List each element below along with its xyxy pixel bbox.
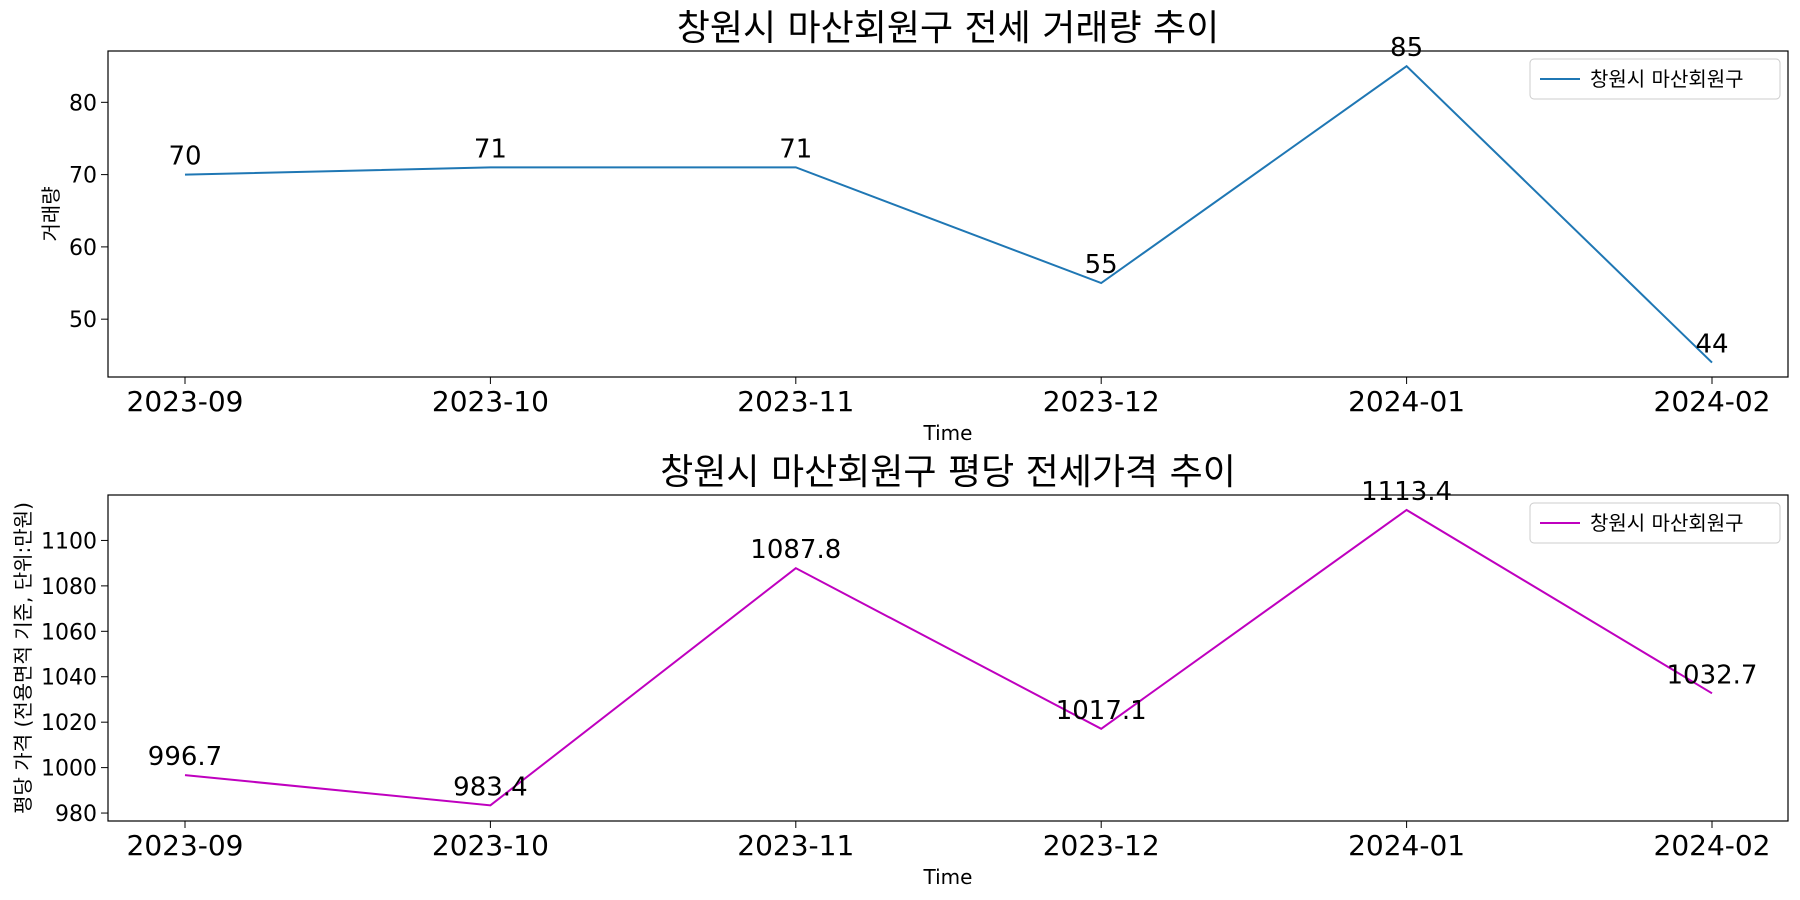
legend-label: 창원시 마산회원구 xyxy=(1590,511,1744,535)
data-label: 1017.1 xyxy=(1056,696,1147,726)
data-label: 1032.7 xyxy=(1667,660,1758,690)
data-label: 70 xyxy=(168,142,201,172)
y-tick-label: 1100 xyxy=(41,529,97,554)
y-tick-label: 1040 xyxy=(41,666,97,691)
y-tick-label: 980 xyxy=(55,802,97,827)
x-tick-label: 2023-09 xyxy=(127,385,244,418)
x-axis-label: Time xyxy=(923,865,973,889)
chart-title: 창원시 마산회원구 전세 거래량 추이 xyxy=(677,8,1220,49)
y-tick-label: 60 xyxy=(69,236,97,261)
x-tick-label: 2024-02 xyxy=(1654,385,1771,418)
x-tick-label: 2023-12 xyxy=(1043,385,1160,418)
data-label: 71 xyxy=(474,134,507,164)
x-tick-label: 2023-11 xyxy=(737,385,854,418)
y-tick-label: 80 xyxy=(69,91,97,116)
plot-frame xyxy=(107,494,1789,822)
chart-panel-2: 창원시 마산회원구 평당 전세가격 추이 2023-09 2023-10 2023-1… xyxy=(11,452,1789,889)
plot-frame xyxy=(107,50,1789,378)
y-tick-label: 70 xyxy=(69,164,97,189)
series-line xyxy=(184,508,1713,807)
y-tick-label: 50 xyxy=(69,308,97,333)
data-label: 983.4 xyxy=(453,772,527,802)
legend: 창원시 마산회원구 xyxy=(1529,58,1781,100)
y-tick-label: 1060 xyxy=(41,620,97,645)
x-tick-label: 2023-11 xyxy=(737,829,854,862)
x-tick-label: 2023-10 xyxy=(432,829,549,862)
x-tick-label: 2024-01 xyxy=(1348,829,1465,862)
legend-box xyxy=(1529,58,1781,100)
x-tick-label: 2023-09 xyxy=(127,829,244,862)
x-tick-label: 2024-01 xyxy=(1348,385,1465,418)
data-label: 1087.8 xyxy=(750,535,841,565)
x-tick-label: 2024-02 xyxy=(1654,829,1771,862)
data-label: 996.7 xyxy=(148,742,222,772)
legend-box xyxy=(1529,502,1781,544)
y-tick-label: 1020 xyxy=(41,711,97,736)
data-label: 44 xyxy=(1695,330,1728,360)
y-axis-label: 거래량 xyxy=(39,186,63,241)
legend-label: 창원시 마산회원구 xyxy=(1590,67,1744,91)
x-tick-label: 2023-12 xyxy=(1043,829,1160,862)
chart-panel-1: 창원시 마산회원구 전세 거래량 추이 2023-09 2023-10 2023-11… xyxy=(39,8,1789,445)
x-tick-label: 2023-10 xyxy=(432,385,549,418)
data-label: 55 xyxy=(1085,250,1118,280)
chart-title: 창원시 마산회원구 평당 전세가격 추이 xyxy=(660,452,1236,493)
data-label: 71 xyxy=(779,134,812,164)
legend: 창원시 마산회원구 xyxy=(1529,502,1781,544)
data-label: 85 xyxy=(1390,33,1423,63)
x-axis-label: Time xyxy=(923,421,973,445)
y-tick-label: 1080 xyxy=(41,575,97,600)
y-axis-label: 평당 가격 (전용면적 기준, 단위:만원) xyxy=(11,502,35,814)
data-label: 1113.4 xyxy=(1361,477,1452,507)
y-tick-label: 1000 xyxy=(41,757,97,782)
series-line xyxy=(184,64,1713,364)
